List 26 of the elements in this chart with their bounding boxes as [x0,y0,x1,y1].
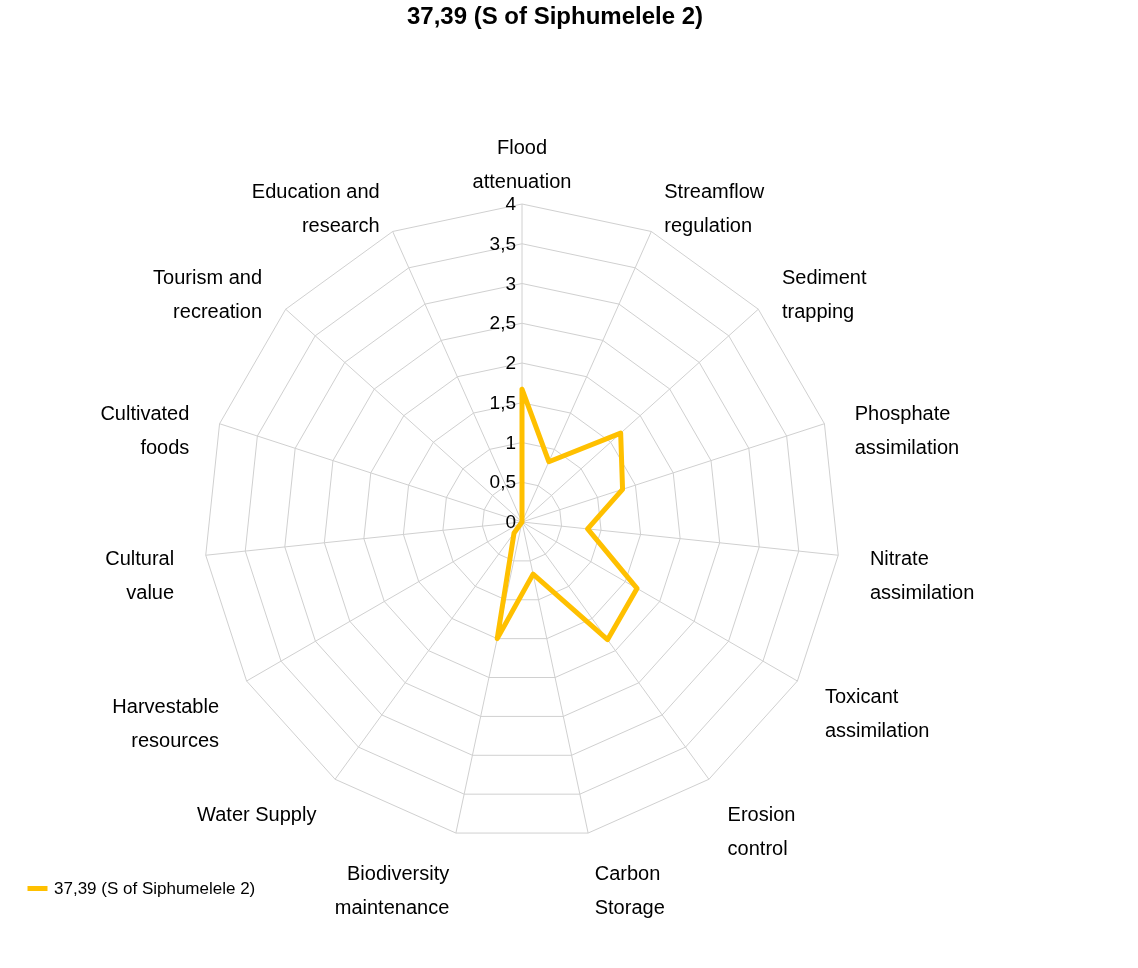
spoke-label: Harvestable resources [112,694,220,751]
spoke-label: Cultural value [105,546,175,603]
y-tick-label: 3,5 [489,232,516,254]
spoke-label: Erosion control [727,802,796,859]
spoke-label: Tourism and recreation [153,265,263,322]
legend-label: 37,39 (S of Siphumelele 2) [54,878,256,898]
chart-title: 37,39 (S of Siphumelele 2) [406,2,704,29]
y-tick-label: 0 [505,511,516,532]
spoke-label: Streamflow regulation [664,180,765,237]
spoke-label: Nitrate assimilation [869,546,975,603]
spoke-label: Sediment trapping [781,265,867,322]
y-tick-label: 1 [505,431,516,453]
y-tick-label: 3 [505,272,516,294]
spoke-label: Phosphate assimilation [854,401,960,458]
spoke-label: Water Supply [197,802,317,825]
spoke-label: Toxicant assimilation [824,684,930,741]
y-tick-label: 1,5 [489,391,516,413]
spoke-label: Cultivated foods [100,401,190,458]
y-tick-label: 2 [505,352,516,373]
spoke-label: Flood attenuation [472,136,572,193]
y-tick-label: 0,5 [489,471,516,493]
y-tick-label: 4 [505,193,517,214]
spoke-label: Education and research [251,180,380,237]
y-tick-label: 2,5 [489,312,516,334]
spoke-label: Biodiversity maintenance [334,862,450,919]
spoke-label: Carbon Storage [594,862,665,919]
